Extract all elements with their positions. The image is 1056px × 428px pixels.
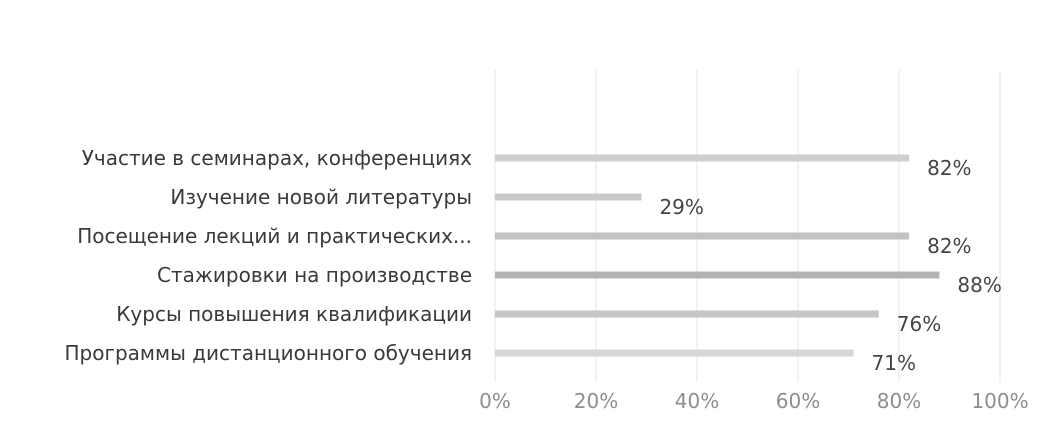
x-tick-label: 20% [574,389,618,413]
x-tick-label: 40% [675,389,719,413]
x-tick-label: 80% [877,389,921,413]
bar [495,232,910,240]
category-label: Участие в семинарах, конференциях [82,146,472,170]
data-label: 88% [957,273,1001,297]
x-axis-ticks: 0% 20% 40% 60% 80% 100% [479,389,1028,413]
bars [495,154,940,357]
x-tick-label: 60% [776,389,820,413]
category-label: Курсы повышения квалификации [116,302,472,326]
x-tick-label: 0% [479,389,511,413]
category-label: Программы дистанционного обучения [64,341,472,365]
category-label: Изучение новой литературы [170,185,472,209]
category-labels: Участие в семинарах, конференциях Изучени… [64,146,472,365]
bar [495,310,879,318]
data-label: 82% [927,156,971,180]
bar [495,271,940,279]
gridlines [494,70,1001,382]
bar [495,193,642,201]
category-label: Стажировки на производстве [157,263,472,287]
category-label: Посещение лекций и практических... [77,224,472,248]
value-labels: 82% 29% 82% 88% 76% 71% [659,156,1001,375]
bar [495,349,854,357]
data-label: 76% [897,312,941,336]
data-label: 82% [927,234,971,258]
data-label: 71% [872,351,916,375]
bar [495,154,910,162]
data-label: 29% [659,195,703,219]
x-tick-label: 100% [971,389,1028,413]
